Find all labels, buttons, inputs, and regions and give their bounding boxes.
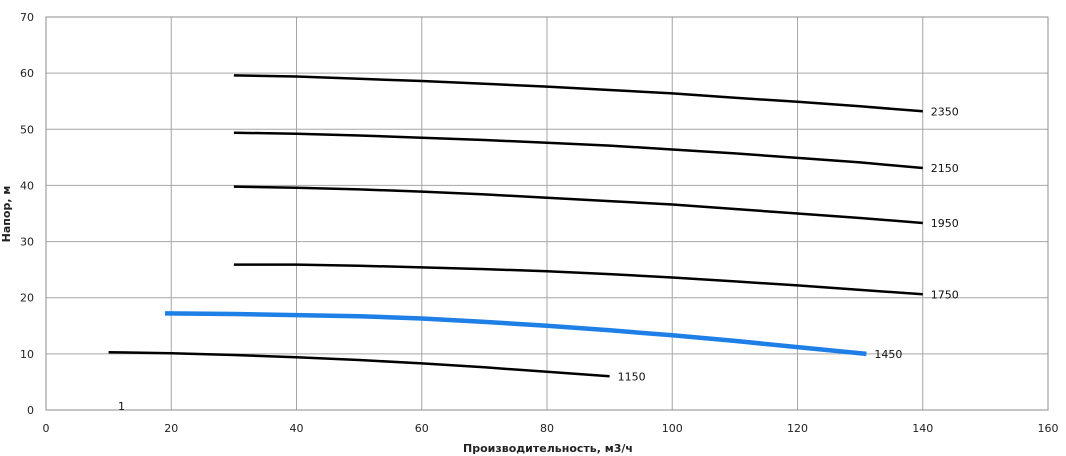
x-tick-label: 160	[1038, 422, 1059, 435]
y-tick-label: 20	[20, 292, 34, 305]
x-tick-label: 0	[43, 422, 50, 435]
x-tick-labels: 0 20 40 60 80 100 120 140 160	[43, 422, 1059, 435]
x-tick-label: 80	[540, 422, 554, 435]
x-tick-label: 100	[662, 422, 683, 435]
y-tick-label: 40	[20, 179, 34, 192]
y-axis-title: Напор, м	[0, 186, 13, 243]
y-tick-label: 0	[27, 404, 34, 417]
plot-area-border	[45, 16, 1049, 411]
curve-number-annotation: 1	[118, 400, 125, 413]
y-tick-label: 30	[20, 236, 34, 249]
y-tick-label: 50	[20, 123, 34, 136]
series-label-2350: 2350	[931, 105, 959, 118]
y-tick-labels: 0 10 20 30 40 50 60 70	[20, 11, 34, 417]
series-line-2350	[233, 74, 923, 113]
y-tick-label: 10	[20, 348, 34, 361]
x-axis-title: Производительность, м3/ч	[463, 442, 633, 455]
x-tick-label: 40	[290, 422, 304, 435]
series-line-1150	[108, 350, 610, 378]
series-group	[108, 74, 923, 378]
series-line-1950	[233, 185, 923, 225]
series-label-1150: 1150	[618, 370, 646, 383]
y-tick-label: 60	[20, 67, 34, 80]
x-tick-label: 120	[787, 422, 808, 435]
series-label-2150: 2150	[931, 162, 959, 175]
x-tick-label: 60	[415, 422, 429, 435]
series-label-1750: 1750	[931, 288, 959, 301]
y-tick-label: 70	[20, 11, 34, 24]
series-line-1450	[164, 311, 867, 357]
series-line-2150	[233, 131, 923, 170]
series-line-1750	[233, 263, 923, 296]
plot-frame	[45, 16, 1049, 411]
series-labels: 2350 2150 1950 1750 1450 1150	[618, 105, 959, 383]
series-label-1450: 1450	[874, 348, 902, 361]
series-label-1950: 1950	[931, 217, 959, 230]
x-tick-label: 20	[164, 422, 178, 435]
x-tick-label: 140	[912, 422, 933, 435]
